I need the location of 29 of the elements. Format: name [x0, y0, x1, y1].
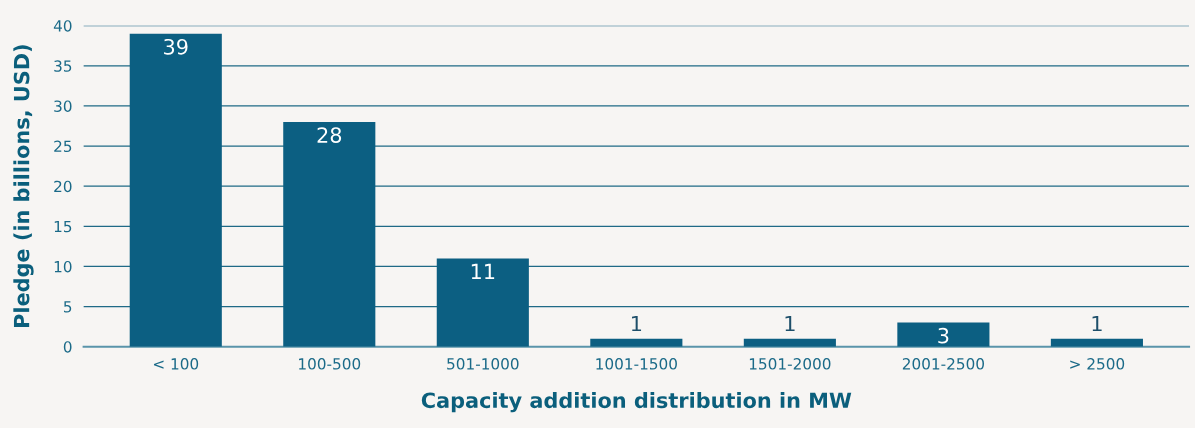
y-tick-label: 35 — [54, 60, 72, 72]
y-axis-title: Pledge (in billions, USD) — [13, 45, 34, 327]
data-label: 28 — [317, 127, 342, 143]
x-tick-label: 1001-1500 — [596, 358, 677, 370]
x-tick-label: < 100 — [153, 358, 199, 370]
x-axis-title: Capacity addition distribution in MW — [421, 392, 852, 413]
y-tick-label: 20 — [54, 180, 72, 193]
x-tick-label: 1501-2000 — [749, 358, 831, 370]
y-tick-label: 5 — [64, 301, 72, 313]
y-tick-label: 25 — [54, 140, 72, 153]
y-tick-label: 0 — [63, 341, 72, 353]
x-tick-label: 2001-2500 — [902, 358, 985, 370]
x-tick-label: > 2500 — [1070, 358, 1125, 370]
bar — [129, 33, 222, 347]
y-tick-label: 15 — [54, 220, 72, 233]
x-tick-label: 100-500 — [299, 358, 361, 370]
data-label: 1 — [785, 315, 795, 332]
data-label: 1 — [632, 315, 642, 332]
data-label: 1 — [1092, 315, 1102, 332]
bar — [283, 121, 376, 347]
bar — [897, 322, 990, 347]
bar — [436, 258, 529, 347]
data-label: 3 — [938, 327, 949, 344]
y-tick-label: 30 — [54, 100, 72, 112]
data-label: 39 — [164, 38, 188, 55]
y-tick-label: 10 — [54, 260, 72, 273]
data-label: 11 — [471, 263, 495, 280]
y-tick-label: 40 — [53, 20, 72, 32]
x-tick-label: 501-1000 — [447, 358, 519, 370]
